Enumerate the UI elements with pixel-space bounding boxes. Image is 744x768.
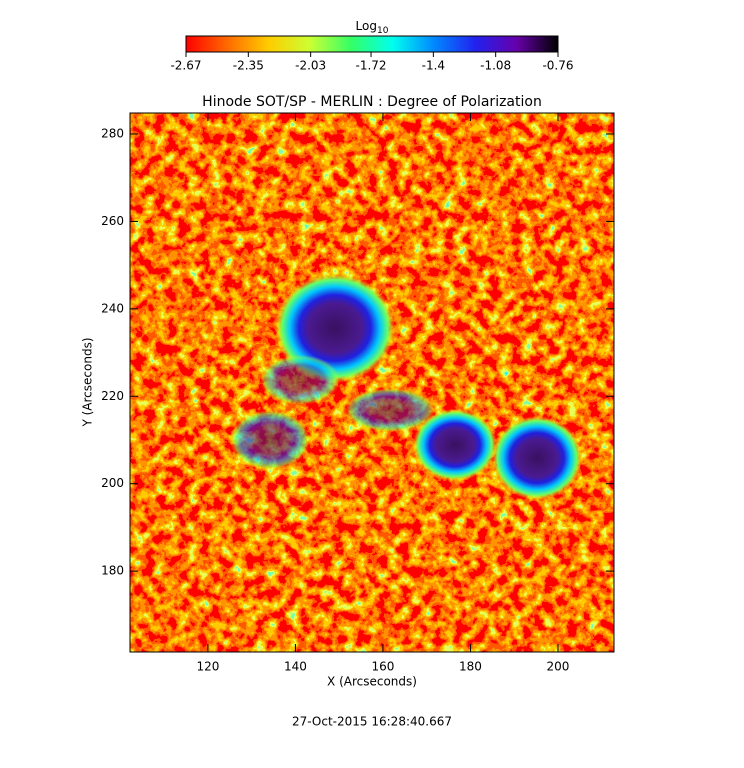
colorbar-label: Log10	[356, 19, 389, 36]
x-tick-label: 160	[371, 660, 394, 674]
sunspot	[413, 409, 497, 481]
footer: 27-Oct-2015 16:28:40.667	[292, 715, 452, 729]
image	[130, 113, 614, 652]
y-tick-label: 200	[101, 476, 124, 490]
colorbar-tick-label: -2.35	[233, 59, 264, 73]
x-tick-label: 180	[459, 660, 482, 674]
colorbar-tick-label: -1.72	[355, 59, 386, 73]
chart-title: Hinode SOT/SP - MERLIN : Degree of Polar…	[202, 94, 542, 110]
x-tick-label: 120	[196, 660, 219, 674]
colorbar-tick-label: -0.76	[542, 59, 573, 73]
x-tick-label: 200	[547, 660, 570, 674]
y-axis-label: Y (Arcseconds)	[81, 337, 95, 427]
plage	[260, 355, 340, 405]
y-tick-label: 280	[101, 126, 124, 140]
plot-frame	[129, 112, 615, 653]
polarization-map	[130, 113, 614, 652]
x-axis-label: X (Arcseconds)	[327, 675, 417, 689]
colorbar	[185, 35, 559, 53]
y-tick-label: 220	[101, 389, 124, 403]
colorbar-tick-label: -2.03	[295, 59, 326, 73]
colorbar-tick-label: -1.4	[422, 59, 445, 73]
y-tick-label: 240	[101, 301, 124, 315]
sunspot	[492, 416, 582, 500]
x-tick-label: 140	[284, 660, 307, 674]
colorbar-tick-label: -2.67	[170, 59, 201, 73]
y-tick-label: 260	[101, 214, 124, 228]
y-tick-label: 180	[101, 564, 124, 578]
plage	[345, 388, 435, 432]
colorbar-tick-label: -1.08	[480, 59, 511, 73]
plage	[230, 410, 310, 470]
